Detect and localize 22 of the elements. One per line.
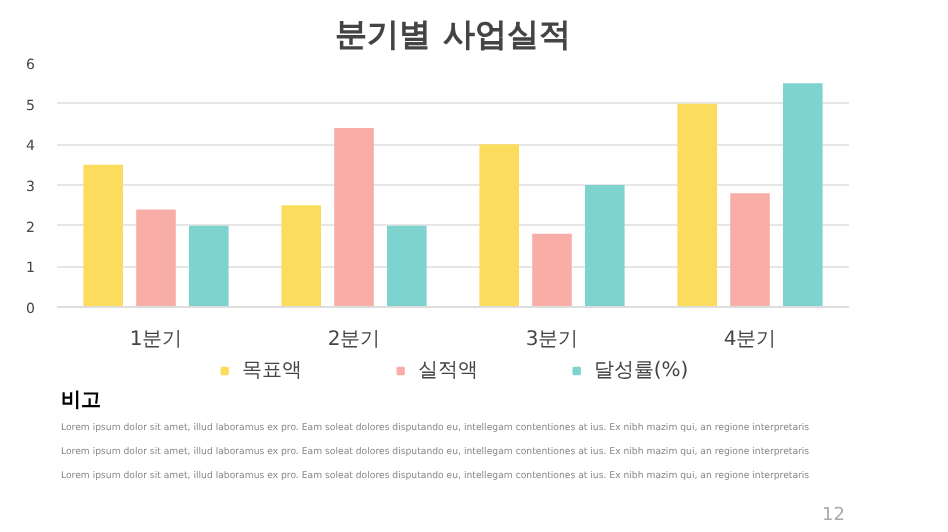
chart-title: 분기별 사업실적 — [335, 15, 571, 53]
bar — [585, 185, 625, 307]
bar — [387, 225, 427, 307]
bar — [730, 193, 770, 307]
legend-label: 목표액 — [241, 358, 302, 384]
x-tick-label: 2분기 — [327, 329, 381, 351]
bar — [677, 103, 717, 307]
bar — [281, 205, 321, 307]
bar — [479, 144, 519, 307]
text: 비고 — [61, 390, 101, 412]
legend-label: 실적액 — [417, 358, 478, 384]
bar — [136, 209, 176, 307]
x-tick-label: 1분기 — [129, 329, 183, 351]
bar — [783, 83, 823, 307]
bar — [532, 233, 572, 307]
legend-label: 달성률(%) — [593, 358, 689, 384]
x-tick-label: 4분기 — [723, 329, 777, 351]
x-tick-label: 3분기 — [525, 329, 579, 351]
bar — [189, 225, 229, 307]
text: 12 — [822, 506, 845, 526]
bar — [334, 128, 374, 307]
bar — [83, 164, 123, 307]
